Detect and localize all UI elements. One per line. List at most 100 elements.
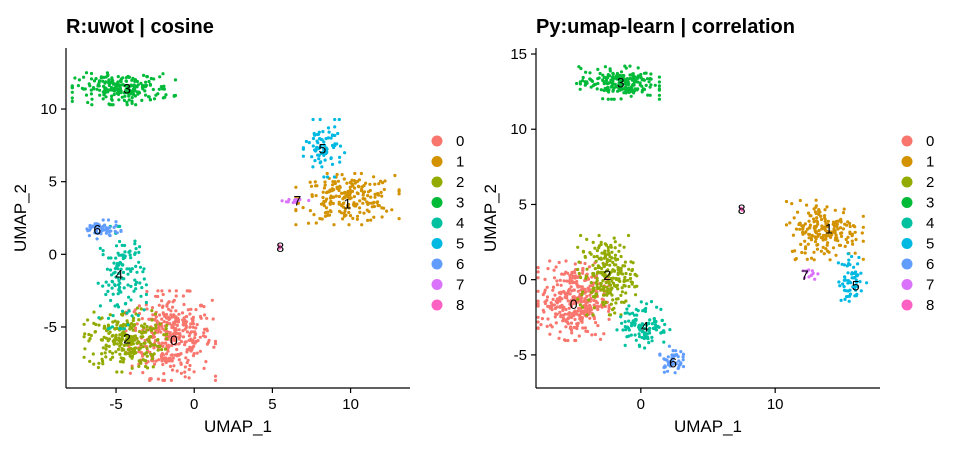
point-cluster-1: [294, 223, 298, 227]
point-cluster-4: [101, 284, 105, 288]
point-cluster-1: [325, 171, 329, 176]
point-cluster-2: [611, 298, 615, 302]
point-cluster-0: [202, 305, 206, 309]
point-cluster-1: [331, 201, 335, 206]
point-cluster-1: [825, 243, 829, 247]
point-cluster-5: [855, 284, 860, 288]
point-cluster-3: [619, 70, 624, 74]
point-cluster-4: [106, 316, 111, 320]
point-cluster-2: [110, 334, 114, 338]
point-cluster-0: [554, 299, 558, 303]
cluster-label-7: 7: [801, 267, 809, 283]
point-cluster-5: [325, 150, 329, 154]
point-cluster-2: [151, 365, 155, 369]
point-cluster-1: [835, 236, 839, 240]
point-cluster-2: [101, 346, 105, 350]
point-cluster-2: [614, 258, 618, 262]
point-cluster-3: [619, 84, 623, 88]
point-cluster-2: [148, 326, 152, 330]
point-cluster-3: [160, 87, 164, 91]
point-cluster-2: [622, 283, 626, 287]
point-cluster-2: [604, 253, 608, 257]
point-cluster-2: [613, 253, 618, 257]
point-cluster-0: [179, 352, 183, 356]
point-cluster-2: [579, 275, 583, 280]
point-cluster-2: [626, 278, 630, 282]
point-cluster-2: [83, 347, 87, 351]
legend-key-8: [431, 299, 443, 311]
point-cluster-3: [646, 93, 650, 97]
point-cluster-5: [311, 165, 315, 169]
point-cluster-1: [833, 208, 837, 212]
point-cluster-1: [817, 209, 821, 213]
point-cluster-2: [593, 267, 597, 271]
point-cluster-1: [807, 219, 811, 223]
point-cluster-3: [70, 99, 74, 103]
point-cluster-2: [137, 359, 141, 363]
point-cluster-0: [575, 322, 579, 326]
legend-label-1: 1: [926, 154, 934, 171]
point-cluster-4: [125, 267, 129, 271]
point-cluster-2: [608, 259, 612, 263]
point-cluster-4: [133, 239, 137, 243]
point-cluster-1: [807, 232, 812, 237]
point-cluster-3: [103, 81, 107, 85]
legend-key-8: [901, 299, 913, 311]
point-cluster-1: [328, 202, 332, 206]
point-cluster-4: [626, 326, 631, 330]
point-cluster-0: [184, 322, 188, 326]
point-cluster-1: [377, 182, 381, 186]
point-cluster-2: [109, 357, 113, 361]
point-cluster-1: [809, 256, 814, 260]
point-cluster-2: [97, 361, 101, 365]
point-cluster-1: [342, 214, 346, 218]
point-cluster-2: [150, 309, 154, 313]
point-cluster-5: [321, 130, 325, 134]
point-cluster-6: [89, 226, 93, 230]
point-cluster-5: [337, 117, 341, 122]
point-cluster-3: [606, 76, 610, 80]
point-cluster-3: [70, 85, 74, 90]
point-cluster-4: [134, 282, 138, 287]
point-cluster-2: [611, 268, 615, 272]
point-cluster-4: [128, 253, 132, 257]
point-cluster-6: [114, 220, 118, 224]
point-cluster-6: [671, 359, 675, 363]
cluster-label-6: 6: [669, 354, 677, 370]
point-cluster-0: [542, 310, 546, 314]
point-cluster-2: [610, 279, 614, 283]
point-cluster-0: [573, 317, 577, 321]
point-cluster-2: [153, 331, 157, 335]
point-cluster-2: [577, 271, 581, 276]
point-cluster-4: [123, 256, 127, 260]
point-cluster-3: [90, 97, 94, 101]
point-cluster-3: [114, 83, 118, 87]
point-cluster-5: [843, 278, 848, 282]
point-cluster-2: [145, 325, 149, 329]
point-cluster-0: [189, 307, 193, 311]
point-cluster-5: [338, 144, 343, 148]
point-cluster-2: [87, 332, 91, 337]
point-cluster-2: [104, 347, 108, 351]
point-cluster-6: [662, 357, 667, 361]
point-cluster-1: [825, 205, 829, 209]
point-cluster-0: [198, 314, 203, 319]
point-cluster-2: [120, 312, 124, 316]
point-cluster-1: [850, 232, 855, 236]
point-cluster-3: [97, 79, 102, 83]
point-cluster-0: [572, 325, 576, 330]
point-cluster-2: [116, 347, 121, 351]
point-cluster-1: [844, 237, 848, 242]
point-cluster-0: [188, 312, 192, 316]
point-cluster-2: [124, 352, 128, 356]
point-cluster-4: [643, 334, 647, 339]
point-cluster-2: [130, 354, 135, 358]
point-cluster-4: [119, 327, 123, 331]
point-cluster-1: [357, 185, 361, 189]
point-cluster-0: [588, 309, 592, 314]
point-cluster-4: [652, 317, 656, 321]
point-cluster-0: [135, 322, 139, 326]
point-cluster-2: [134, 351, 138, 355]
point-cluster-3: [617, 79, 622, 83]
point-cluster-0: [572, 302, 576, 306]
